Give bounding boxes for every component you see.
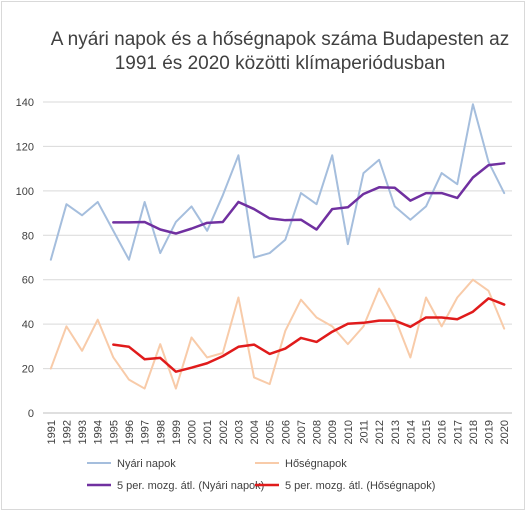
x-tick-label: 2001 bbox=[202, 420, 214, 444]
x-tick-label: 1999 bbox=[171, 420, 183, 444]
legend: Nyári napok Hőségnapok 5 per. mozg. átl. (… bbox=[87, 458, 435, 492]
series-lines bbox=[49, 103, 506, 390]
x-tick-label: 1997 bbox=[140, 420, 152, 444]
y-tick-label: 100 bbox=[16, 186, 34, 198]
x-tick-label: 2020 bbox=[499, 420, 511, 444]
x-tick-label: 2002 bbox=[218, 420, 230, 444]
x-tick-label: 2019 bbox=[484, 420, 496, 444]
x-tick-label: 2005 bbox=[265, 420, 277, 444]
x-tick-label: 2003 bbox=[233, 420, 245, 444]
legend-label-3: 5 per. mozg. átl. (Nyári napok) bbox=[117, 480, 264, 492]
x-tick-label: 2007 bbox=[296, 420, 308, 444]
x-tick-label: 2006 bbox=[280, 420, 292, 444]
x-tick-label: 2012 bbox=[374, 420, 386, 444]
x-tick-label: 2008 bbox=[312, 420, 324, 444]
series-line-2 bbox=[49, 278, 506, 390]
x-tick-label: 2004 bbox=[249, 420, 261, 444]
x-tick-label: 2000 bbox=[187, 420, 199, 444]
x-tick-label: 1995 bbox=[108, 420, 120, 444]
x-tick-label: 1994 bbox=[93, 420, 105, 444]
x-axis-tick-labels: 1991 1992 1993 1994 1995 1996 1997 1998 1999 2000… bbox=[46, 420, 511, 444]
x-tick-label: 2009 bbox=[327, 420, 339, 444]
y-tick-label: 60 bbox=[22, 275, 34, 287]
x-tick-label: 2013 bbox=[390, 420, 402, 444]
y-axis-tick-labels: 0 20 40 60 80 100 120 140 bbox=[16, 97, 34, 420]
x-tick-label: 2015 bbox=[421, 420, 433, 444]
chart-title-line-2: 1991 és 2020 közötti klímaperiódusban bbox=[115, 53, 446, 74]
x-tick-label: 1993 bbox=[77, 420, 89, 444]
x-tick-label: 1991 bbox=[46, 420, 58, 444]
series-line-3 bbox=[112, 162, 506, 235]
x-tick-label: 2010 bbox=[343, 420, 355, 444]
legend-label-2: Hőségnapok bbox=[285, 458, 347, 470]
x-tick-label: 2018 bbox=[468, 420, 480, 444]
series-line-4 bbox=[112, 297, 506, 373]
gridlines bbox=[43, 101, 512, 414]
x-tick-label: 2011 bbox=[358, 420, 370, 444]
x-tick-label: 2016 bbox=[437, 420, 449, 444]
x-tick-label: 1998 bbox=[155, 420, 167, 444]
y-tick-label: 120 bbox=[16, 141, 34, 153]
y-tick-label: 40 bbox=[22, 319, 34, 331]
x-tick-label: 1996 bbox=[124, 420, 136, 444]
legend-label-4: 5 per. mozg. átl. (Hőségnapok) bbox=[285, 480, 435, 492]
legend-label-1: Nyári napok bbox=[117, 458, 176, 470]
x-tick-label: 2017 bbox=[452, 420, 464, 444]
series-line-1 bbox=[49, 103, 506, 261]
y-tick-label: 80 bbox=[22, 230, 34, 242]
y-tick-label: 0 bbox=[28, 408, 34, 420]
x-tick-label: 1992 bbox=[61, 420, 73, 444]
y-tick-label: 20 bbox=[22, 364, 34, 376]
x-tick-label: 2014 bbox=[405, 420, 417, 444]
y-tick-label: 140 bbox=[16, 97, 34, 109]
chart-title-line-1: A nyári napok és a hőségnapok száma Buda… bbox=[51, 29, 509, 50]
